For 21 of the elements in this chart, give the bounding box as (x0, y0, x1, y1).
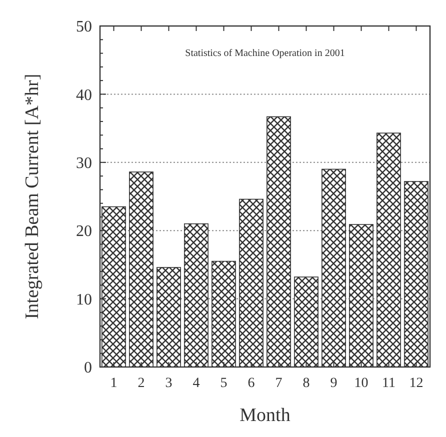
x-tick-label: 5 (220, 376, 228, 391)
y-tick-label: 0 (84, 360, 92, 377)
x-tick-label: 2 (138, 376, 145, 391)
x-tick-label: 12 (409, 376, 424, 391)
y-tick-label: 30 (76, 155, 92, 172)
x-tick-label: 8 (302, 376, 310, 391)
y-tick-label: 20 (76, 223, 92, 240)
x-tick-label: 4 (192, 376, 200, 391)
x-tick-label: 6 (248, 376, 255, 391)
x-tick-label: 9 (330, 376, 338, 391)
x-tick-label: 3 (165, 376, 172, 391)
y-tick-label: 40 (76, 86, 92, 104)
x-axis-title: Month (240, 405, 291, 426)
x-tick-label: 7 (275, 376, 282, 391)
y-axis-title: Integrated Beam Current [A*hr] (22, 74, 43, 320)
text: Statistics of Machine Operation in 2001 (185, 48, 345, 59)
x-tick-label: 11 (382, 376, 396, 391)
x-tick-label: 1 (110, 376, 118, 391)
y-tick-label: 10 (76, 291, 92, 308)
x-tick-label: 10 (354, 376, 368, 391)
y-tick-label: 50 (76, 18, 92, 36)
